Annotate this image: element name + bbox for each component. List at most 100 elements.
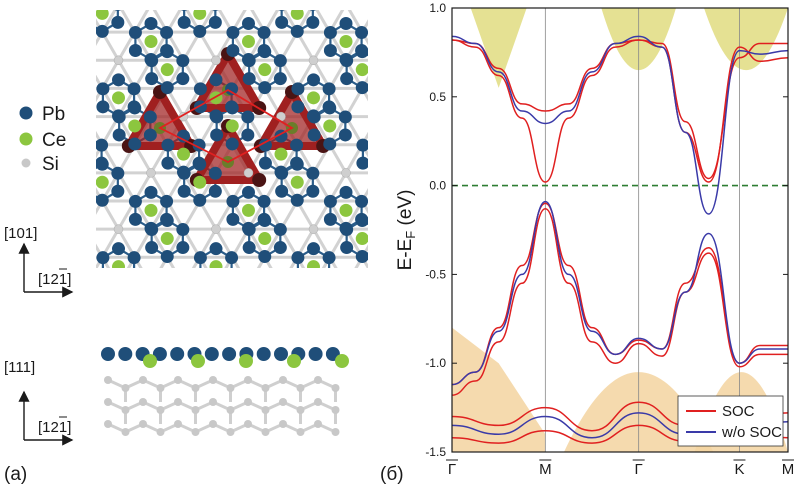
pb-atom [306, 166, 320, 180]
pb-bond-ring [265, 0, 296, 3]
pb-bond-ring [379, 0, 410, 31]
ce-atom [128, 288, 141, 301]
si-atom [179, 0, 188, 9]
si-atom-side [331, 428, 340, 436]
pb-atom [306, 15, 320, 29]
si-atom-side [174, 398, 182, 406]
si-bond [427, 314, 443, 342]
si-bond [395, 88, 411, 116]
si-bond [119, 0, 135, 4]
si-bond [379, 145, 395, 173]
si-bond [379, 257, 395, 285]
pb-atom [389, 100, 402, 113]
ce-atom [323, 288, 336, 301]
y-tick-label: -1.5 [425, 445, 446, 459]
si-bond [200, 285, 216, 313]
pb-atom [226, 270, 239, 283]
soc-band [452, 207, 788, 396]
si-atom [82, 0, 91, 9]
pb-atom [96, 269, 109, 282]
pb-atom [80, 16, 93, 29]
panel-b: 1.0 0.5 0.0 -0.5 -1.0 -1.5 Γ M Γ K M E-EF (eV) SO… [380, 1, 794, 485]
si-atom [374, 56, 383, 65]
si-bond [395, 285, 411, 313]
si-bond [37, 173, 53, 201]
pb-atom [437, 222, 450, 235]
si-atom-side [174, 376, 182, 384]
si-atom [82, 112, 91, 121]
pb-atom [405, 109, 418, 122]
si-atom [390, 28, 399, 37]
pb-atom [143, 110, 157, 124]
si-bond [265, 0, 281, 4]
pb-atom [273, 72, 287, 86]
si-bond [151, 285, 167, 313]
pb-atom [291, 100, 305, 114]
pb-atom [193, 24, 207, 38]
ce-atom [63, 63, 76, 76]
pb-atom [372, 130, 385, 143]
ce-atom [128, 119, 142, 133]
pb-bond-ring [70, 305, 101, 341]
pb-atom [309, 10, 317, 11]
pb-atom [291, 0, 304, 2]
si-atom [374, 225, 383, 234]
pb-atom [242, 72, 256, 86]
pb-atom [291, 251, 305, 265]
pb-atom [193, 0, 206, 2]
pb-atom [96, 138, 109, 152]
si-atom [325, 309, 334, 318]
ce-atom [307, 260, 320, 268]
pb-atom [339, 297, 352, 310]
si-atom-side [156, 406, 165, 414]
si-atom-side [279, 376, 287, 384]
si-bond [167, 285, 183, 313]
pb-atom [405, 128, 418, 141]
pb-atom-side [152, 347, 167, 361]
pb-atom [322, 82, 336, 96]
si-bond [427, 201, 443, 229]
pb-atom [144, 279, 157, 292]
projected-bulk-region [470, 8, 527, 88]
pb-atom [161, 307, 174, 320]
k-point-label: Γ [635, 461, 643, 478]
pb-atom [241, 128, 255, 142]
si-atom [212, 0, 221, 9]
pb-atom [404, 167, 417, 180]
pb-atom [290, 157, 304, 171]
pb-atom [307, 128, 321, 142]
si-atom [407, 168, 416, 177]
pb-atom [371, 72, 384, 85]
si-bond [135, 314, 151, 342]
pb-atom [145, 241, 159, 255]
pb-atom [180, 10, 188, 11]
ce-atom [177, 316, 190, 329]
pb-bond-ring [54, 221, 85, 257]
pb-atom [96, 251, 110, 265]
pb-atom [212, 10, 219, 11]
pb-atom [307, 73, 320, 87]
pb-atom [405, 110, 418, 123]
si-bond [427, 145, 443, 173]
si-bond [249, 0, 265, 4]
pb-atom [128, 26, 142, 40]
si-bond [54, 60, 70, 88]
si-atom [407, 0, 416, 9]
ce-atom [226, 288, 239, 301]
pb-bond-ring [168, 305, 199, 341]
pb-atom [161, 0, 174, 1]
pb-atom [339, 185, 353, 199]
pb-atom [177, 334, 190, 347]
pb-atom [388, 307, 401, 320]
si-atom [308, 224, 319, 234]
si-atom-side [261, 406, 270, 414]
si-bond [379, 173, 395, 201]
pb-atom [160, 81, 174, 95]
si-atom-side [296, 384, 305, 392]
ce-atom [421, 119, 434, 132]
si-bond [395, 0, 411, 4]
si-bond [216, 0, 232, 4]
si-atom [423, 140, 432, 149]
si-bond [54, 285, 70, 313]
pb-atom [177, 298, 190, 311]
